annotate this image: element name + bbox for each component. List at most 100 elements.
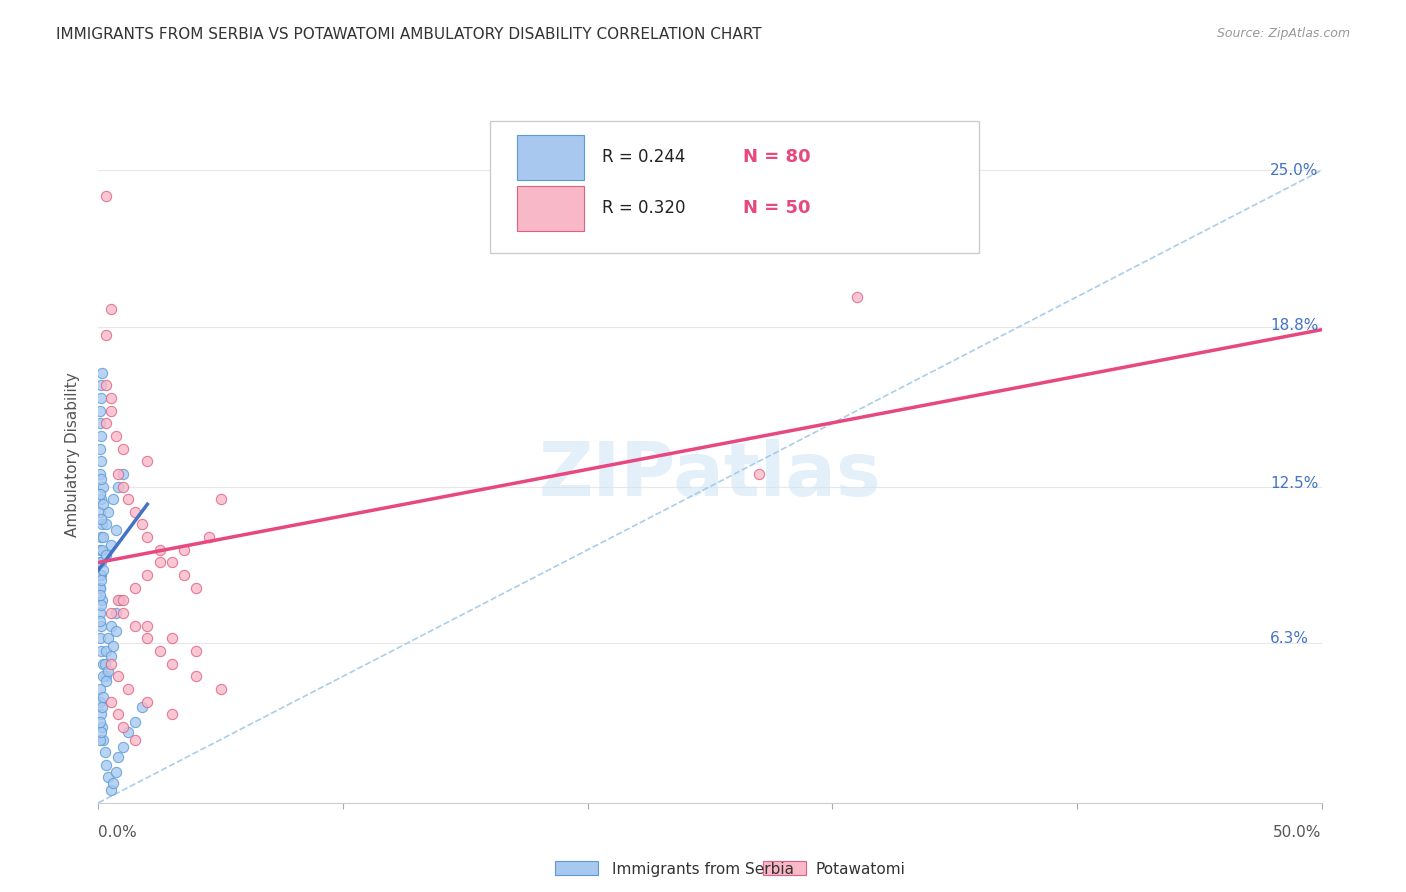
- Point: [173, 500, 195, 514]
- Text: 0.0%: 0.0%: [98, 825, 138, 840]
- Point: [166, 437, 188, 451]
- Point: [173, 657, 195, 671]
- Point: [219, 549, 242, 564]
- Point: [176, 774, 198, 789]
- Point: [166, 574, 188, 589]
- Point: [166, 549, 188, 564]
- Point: [169, 557, 191, 571]
- Point: [172, 325, 194, 339]
- Point: [176, 387, 198, 401]
- Point: [186, 731, 209, 746]
- Point: [176, 687, 198, 701]
- Point: [184, 587, 207, 601]
- Point: [176, 649, 198, 664]
- Point: [208, 624, 231, 639]
- Point: [166, 687, 188, 701]
- Point: [173, 624, 195, 639]
- Point: [186, 587, 209, 601]
- Point: [176, 642, 198, 657]
- Point: [219, 637, 242, 651]
- Bar: [763, 861, 806, 875]
- Point: [181, 742, 204, 756]
- Point: [231, 624, 253, 639]
- Point: [274, 487, 297, 501]
- Point: [180, 425, 202, 439]
- Text: Immigrants from Serbia: Immigrants from Serbia: [612, 863, 793, 877]
- Point: [166, 599, 188, 614]
- Bar: [548, 185, 609, 229]
- Point: [252, 662, 274, 676]
- Point: [173, 762, 195, 776]
- Text: N = 50: N = 50: [749, 198, 817, 216]
- Text: ZIPatlas: ZIPatlas: [550, 434, 891, 508]
- Point: [172, 749, 194, 764]
- Point: [166, 537, 188, 551]
- Point: [274, 674, 297, 689]
- Point: [169, 662, 191, 676]
- Point: [166, 462, 188, 476]
- Point: [176, 599, 198, 614]
- Point: [176, 532, 198, 546]
- Point: [172, 512, 194, 526]
- Point: [197, 574, 219, 589]
- Point: [166, 562, 188, 576]
- Point: [167, 699, 190, 714]
- Point: [197, 612, 219, 626]
- Point: [166, 500, 188, 514]
- Point: [167, 467, 190, 482]
- Point: [197, 706, 219, 721]
- Text: R = 0.320: R = 0.320: [624, 198, 709, 216]
- Point: [186, 599, 209, 614]
- Text: Potawatomi: Potawatomi: [815, 863, 905, 877]
- Point: [240, 537, 263, 551]
- Point: [191, 487, 214, 501]
- Point: [167, 637, 190, 651]
- Point: [263, 524, 285, 539]
- Point: [169, 475, 191, 489]
- Point: [167, 612, 190, 626]
- Point: [167, 592, 190, 607]
- Point: [180, 756, 202, 771]
- FancyBboxPatch shape: [524, 120, 960, 252]
- Point: [181, 462, 204, 476]
- Point: [167, 425, 190, 439]
- Point: [167, 567, 190, 582]
- Point: [176, 300, 198, 314]
- Point: [170, 649, 193, 664]
- Point: [166, 674, 188, 689]
- Point: [167, 507, 190, 521]
- Point: [169, 724, 191, 739]
- Point: [186, 437, 209, 451]
- Point: [191, 717, 214, 731]
- Point: [240, 562, 263, 576]
- Point: [208, 562, 231, 576]
- Point: [231, 549, 253, 564]
- Point: [167, 549, 190, 564]
- Point: [204, 512, 226, 526]
- Text: N = 80: N = 80: [749, 148, 818, 166]
- Point: [208, 687, 231, 701]
- Point: [172, 187, 194, 202]
- Point: [166, 482, 188, 496]
- Point: [754, 462, 776, 476]
- Point: [181, 475, 204, 489]
- Point: [252, 637, 274, 651]
- Point: [170, 737, 193, 751]
- Point: [166, 574, 188, 589]
- Point: [231, 699, 253, 714]
- Point: [181, 662, 204, 676]
- Point: [167, 387, 190, 401]
- Point: [181, 587, 204, 601]
- Point: [181, 699, 204, 714]
- Point: [169, 524, 191, 539]
- Point: [167, 537, 190, 551]
- Point: [167, 692, 190, 706]
- Text: R = 0.244: R = 0.244: [624, 148, 709, 166]
- Point: [167, 450, 190, 464]
- Point: [208, 612, 231, 626]
- Point: [167, 562, 190, 576]
- Text: Source: ZipAtlas.com: Source: ZipAtlas.com: [1216, 27, 1350, 40]
- Text: 50.0%: 50.0%: [1274, 825, 1322, 840]
- Point: [186, 462, 209, 476]
- Point: [169, 492, 191, 507]
